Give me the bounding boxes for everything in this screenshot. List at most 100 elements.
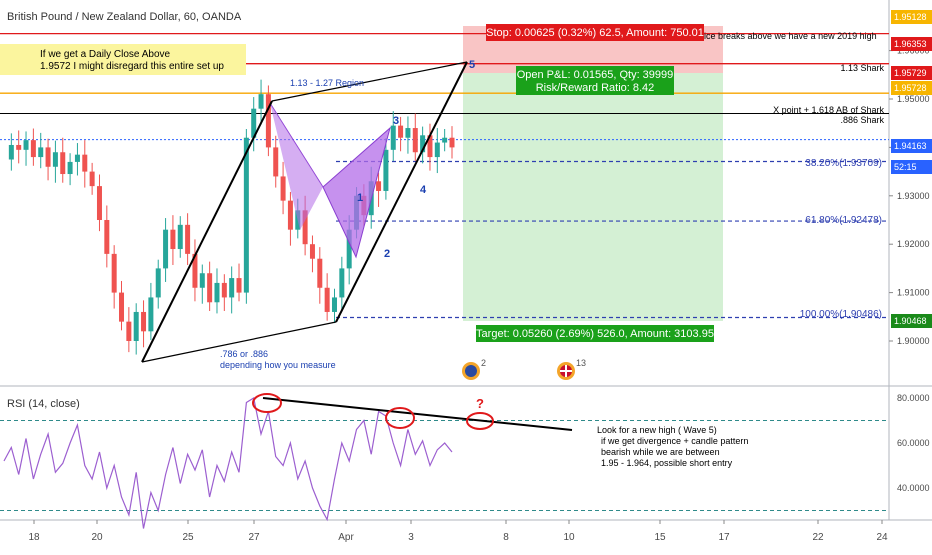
candle-body xyxy=(155,268,161,298)
new-high-note: ice breaks above we have a new 2019 high xyxy=(704,31,877,41)
price-badge xyxy=(891,81,932,95)
candle-body xyxy=(376,181,382,191)
candle-body xyxy=(199,273,205,288)
candle-body xyxy=(38,147,44,158)
candle-body xyxy=(383,149,389,191)
candle-body xyxy=(60,152,66,175)
time-tick-label: 17 xyxy=(718,532,730,543)
candle-body xyxy=(280,176,286,201)
candle-body xyxy=(207,273,213,303)
candle-body xyxy=(405,128,411,138)
price-badge xyxy=(891,66,932,80)
rsi-note-line-2: if we get divergence + candle pattern xyxy=(601,436,748,446)
candle-body xyxy=(398,125,404,138)
price-badge-label: 1.94163 xyxy=(894,141,927,151)
price-tick-label: 1.95000 xyxy=(897,94,930,104)
candle-body xyxy=(185,224,191,254)
candle-body xyxy=(265,94,271,148)
fib-382-label: 38.20%(1.93709) xyxy=(805,158,882,169)
price-tick-label: 1.91000 xyxy=(897,288,930,298)
target-zone xyxy=(463,73,723,321)
candle-body xyxy=(346,229,352,269)
time-tick-label: 20 xyxy=(91,532,103,543)
candle-body xyxy=(133,311,139,341)
time-axis[interactable]: 18 20 25 27 Apr 3 8 10 15 17 22 24 xyxy=(28,520,888,543)
candle-body xyxy=(449,137,455,148)
candle-body xyxy=(236,278,242,293)
wave-label-1: 1 xyxy=(357,192,363,204)
candle-body xyxy=(221,282,227,298)
candle-body xyxy=(442,137,448,143)
rsi-title: RSI (14, close) xyxy=(7,398,80,410)
candle-body xyxy=(74,154,80,162)
candle-body xyxy=(243,137,249,293)
price-badge-label: 1.95128 xyxy=(894,12,927,22)
candle-body xyxy=(258,94,264,109)
base-line xyxy=(141,321,337,363)
candle-body xyxy=(16,144,22,150)
shark-label: 1.13 Shark xyxy=(840,63,884,73)
candle-body xyxy=(82,154,88,172)
candle-body xyxy=(8,144,14,160)
rsi-question-mark: ? xyxy=(476,396,484,411)
daily-close-note-line-1: If we get a Daily Close Above xyxy=(40,49,171,60)
xpoint-label-1: X point + 1.618 AB of Shark xyxy=(773,105,884,115)
price-badge-label: 1.96353 xyxy=(894,39,927,49)
candle-body xyxy=(30,140,36,158)
rsi-axis: 80.0000 60.0000 40.0000 xyxy=(897,393,930,493)
nzd-event-icon[interactable]: 2 xyxy=(462,358,486,380)
candle-body xyxy=(192,253,198,288)
candle-body xyxy=(251,108,257,138)
rsi-tick-label: 80.0000 xyxy=(897,393,930,403)
rsi-divergence-line xyxy=(262,397,573,431)
candle-body xyxy=(170,229,176,250)
nzd-event-count: 2 xyxy=(481,358,486,368)
chart-title: British Pound / New Zealand Dollar, 60, … xyxy=(7,11,242,23)
fib-618-label: 61.80%(1.92478) xyxy=(805,215,882,226)
price-badge xyxy=(891,37,932,51)
candle-body xyxy=(317,258,323,288)
rsi-note-line-1: Look for a new high ( Wave 5) xyxy=(597,425,717,435)
stop-label: Stop: 0.00625 (0.32%) 62.5, Amount: 750.… xyxy=(486,27,704,39)
time-tick-label: 24 xyxy=(876,532,888,543)
xpoint-label-2: .886 Shark xyxy=(840,115,884,125)
candle-body xyxy=(412,128,418,153)
rsi-high-circle-3 xyxy=(466,412,494,430)
candle-body xyxy=(420,135,426,153)
price-tick-label: 1.93000 xyxy=(897,191,930,201)
time-tick-label: 22 xyxy=(812,532,824,543)
daily-close-note-line-2: 1.9572 I might disregard this entire set… xyxy=(40,61,224,72)
price-badge-label: 1.95728 xyxy=(894,83,927,93)
rsi-note-line-3: bearish while we are between xyxy=(601,447,720,457)
wave-label-4: 4 xyxy=(420,184,427,196)
stop-box xyxy=(486,24,704,41)
candle-body xyxy=(96,186,102,220)
time-tick-label: 15 xyxy=(654,532,666,543)
candles xyxy=(8,79,455,355)
price-tick-label: 1.90000 xyxy=(897,336,930,346)
risk-reward-label: Risk/Reward Ratio: 8.42 xyxy=(536,82,655,94)
target-box xyxy=(476,325,714,342)
candle-body xyxy=(141,311,147,332)
gbp-event-icon[interactable]: 13 xyxy=(557,358,586,380)
price-tick-label: 1.92000 xyxy=(897,239,930,249)
price-badge-label: 1.95729 xyxy=(894,68,927,78)
shark-pattern-left xyxy=(270,103,323,230)
rsi-panel[interactable] xyxy=(0,387,889,519)
candle-body xyxy=(119,292,125,322)
candle-body xyxy=(324,287,330,312)
candle-body xyxy=(45,147,51,167)
candle-body xyxy=(331,297,337,312)
candle-body xyxy=(104,220,110,254)
target-label: Target: 0.05260 (2.69%) 526.0, Amount: 3… xyxy=(476,328,714,340)
region-label: 1.13 - 1.27 Region xyxy=(290,78,364,88)
wave-label-2: 2 xyxy=(384,248,390,260)
candle-body xyxy=(229,278,235,298)
daily-close-note-box xyxy=(0,44,246,75)
rsi-note-line-4: 1.95 - 1.964, possible short entry xyxy=(601,458,733,468)
candle-body xyxy=(339,268,345,298)
rsi-high-circle-2 xyxy=(385,407,415,429)
price-labels: 1.95128 1.96353 1.95729 1.95728 1.94163 52:15… xyxy=(891,10,932,328)
